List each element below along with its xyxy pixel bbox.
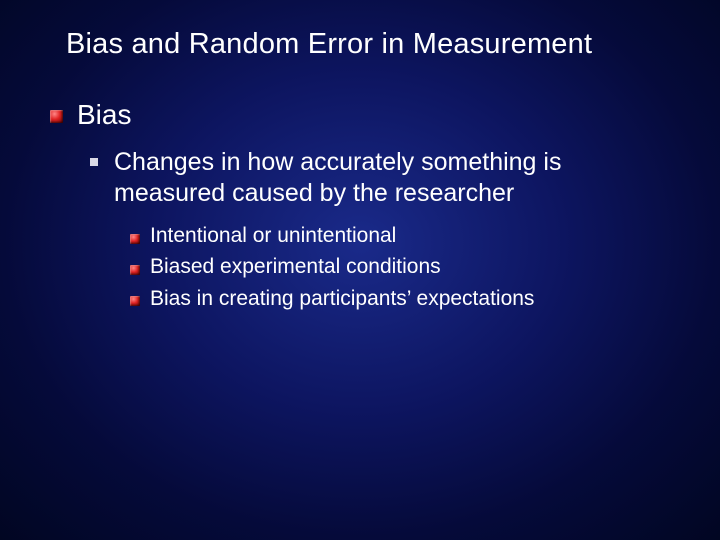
bullet-icon: [130, 234, 140, 244]
slide: Bias and Random Error in Measurement Bia…: [0, 0, 720, 540]
bullet-level3: Biased experimental conditions: [130, 253, 680, 280]
bullet-text: Intentional or unintentional: [150, 222, 396, 249]
bullet-text: Bias in creating participants’ expectati…: [150, 285, 534, 312]
bullet-level3: Bias in creating participants’ expectati…: [130, 285, 680, 312]
slide-title: Bias and Random Error in Measurement: [66, 28, 680, 61]
bullet-level2: Changes in how accurately something is m…: [90, 147, 680, 208]
square-bullet-icon: [90, 158, 98, 166]
bullet-text: Bias: [77, 99, 131, 131]
bullet-text: Changes in how accurately something is m…: [114, 147, 654, 208]
bullet-icon: [130, 296, 140, 306]
bullet-icon: [50, 110, 63, 123]
bullet-level3: Intentional or unintentional: [130, 222, 680, 249]
bullet-level1: Bias: [50, 99, 680, 131]
bullet-icon: [130, 265, 140, 275]
bullet-text: Biased experimental conditions: [150, 253, 441, 280]
